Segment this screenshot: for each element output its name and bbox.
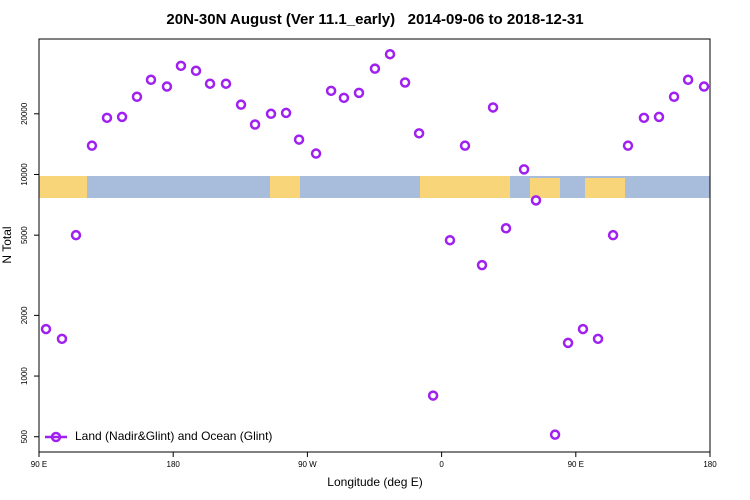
point <box>459 140 471 151</box>
point <box>40 323 52 335</box>
y-tick-label: 2000 <box>20 306 29 324</box>
point <box>338 92 350 104</box>
point <box>56 333 68 345</box>
point <box>220 78 232 89</box>
point <box>653 111 665 123</box>
point <box>682 74 694 86</box>
point <box>353 87 365 99</box>
point <box>500 223 512 234</box>
legend-marker <box>50 431 62 443</box>
point <box>413 128 425 139</box>
x-tick-label: 90 E <box>31 460 47 469</box>
point <box>116 111 128 123</box>
plot-frame <box>38 38 711 453</box>
point <box>190 65 202 77</box>
point <box>577 323 589 335</box>
point <box>562 337 574 349</box>
point <box>384 48 396 60</box>
point <box>310 148 322 159</box>
chart-title: 20N-30N August (Ver 11.1_early) 2014-09-… <box>166 11 583 28</box>
point <box>668 91 680 103</box>
point <box>101 112 113 124</box>
point <box>530 195 542 206</box>
point <box>592 333 604 345</box>
point <box>444 234 456 246</box>
y-tick-label: 20000 <box>20 102 29 125</box>
point <box>638 112 650 124</box>
y-axis-label: N Total <box>0 226 14 263</box>
y-tick-label: 500 <box>20 430 29 444</box>
x-tick-label: 180 <box>703 460 717 469</box>
y-tick-label: 10000 <box>20 163 29 186</box>
point <box>175 60 187 72</box>
point <box>427 390 439 401</box>
point <box>549 429 561 440</box>
point <box>131 91 143 103</box>
point <box>86 140 98 151</box>
point <box>487 102 499 113</box>
point <box>204 78 216 89</box>
point <box>518 164 530 175</box>
point <box>265 108 277 120</box>
point <box>399 77 411 88</box>
point <box>698 81 710 92</box>
x-tick-label: 0 <box>439 460 444 469</box>
point <box>476 259 488 271</box>
point <box>145 74 157 86</box>
x-axis-label: Longitude (deg E) <box>327 475 422 489</box>
point <box>369 63 381 74</box>
point <box>293 134 305 145</box>
x-tick-label: 180 <box>167 460 181 469</box>
y-tick-label: 5000 <box>20 226 29 244</box>
y-tick-label: 1000 <box>20 367 29 385</box>
point <box>325 85 337 97</box>
point <box>280 107 292 119</box>
map-band <box>39 176 710 198</box>
legend-label: Land (Nadir&Glint) and Ocean (Glint) <box>75 429 272 443</box>
point <box>622 140 634 151</box>
point <box>161 81 173 92</box>
x-tick-label: 90 E <box>568 460 584 469</box>
point <box>249 119 261 130</box>
x-tick-label: 90 W <box>298 460 317 469</box>
point <box>607 229 619 241</box>
point <box>235 99 247 110</box>
point <box>70 229 82 241</box>
